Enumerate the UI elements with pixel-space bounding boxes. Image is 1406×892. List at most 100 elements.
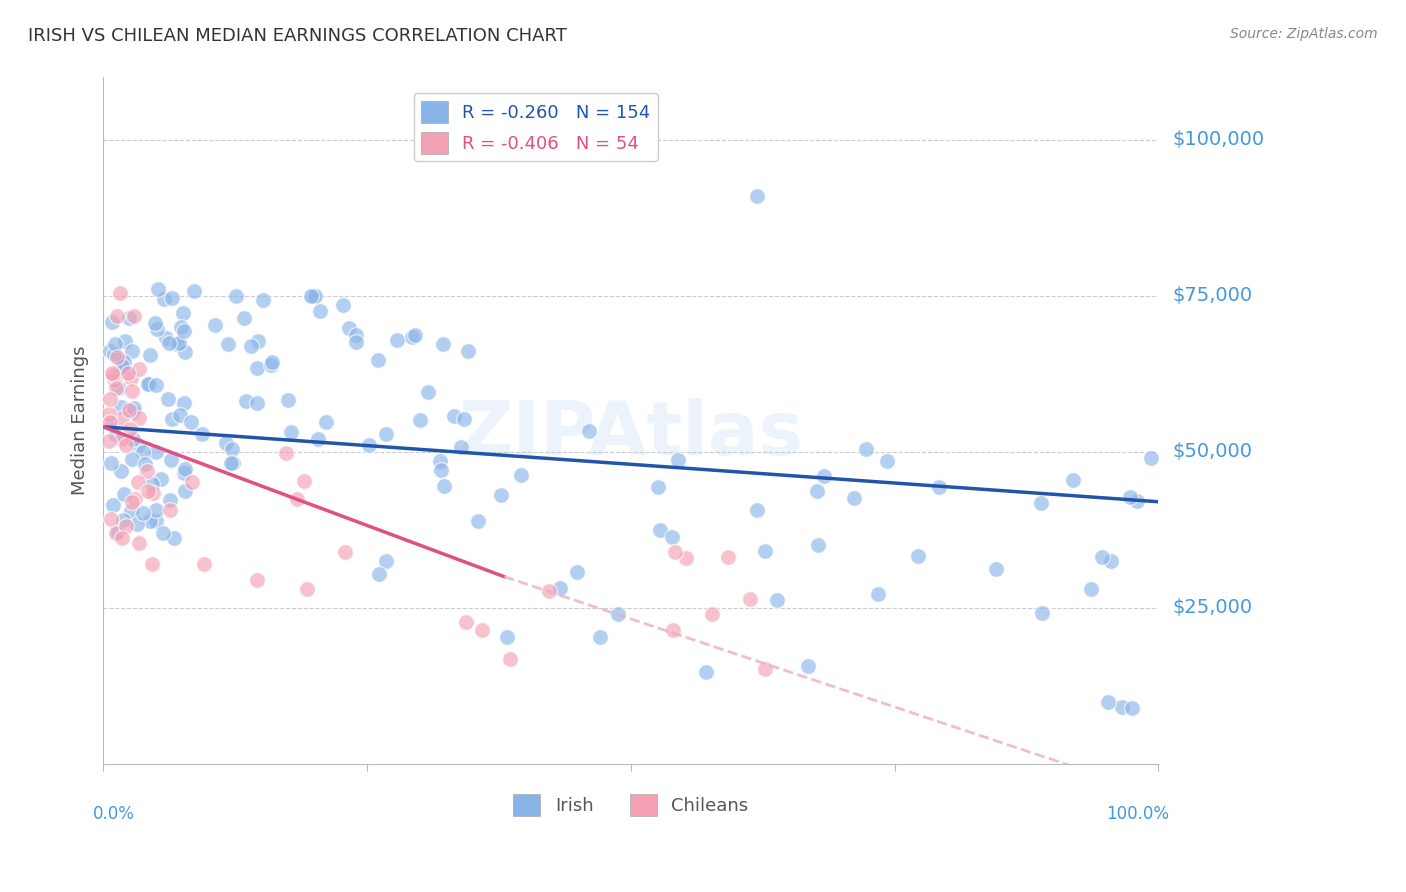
- Point: [1118, 490, 1140, 504]
- Point: [285, 492, 308, 507]
- Point: [876, 453, 898, 467]
- Point: [145, 445, 167, 459]
- Point: [117, 366, 139, 380]
- Legend: Irish, Chileans: Irish, Chileans: [506, 787, 755, 823]
- Point: [143, 316, 166, 330]
- Point: [128, 361, 150, 376]
- Point: [114, 334, 136, 348]
- Point: [346, 335, 368, 350]
- Text: $100,000: $100,000: [1173, 130, 1264, 149]
- Point: [928, 480, 950, 494]
- Point: [115, 519, 138, 533]
- Point: [433, 479, 456, 493]
- Point: [132, 506, 155, 520]
- Point: [136, 377, 159, 392]
- Point: [240, 339, 263, 353]
- Point: [740, 591, 762, 606]
- Point: [159, 453, 181, 467]
- Point: [118, 311, 141, 326]
- Text: IRISH VS CHILEAN MEDIAN EARNINGS CORRELATION CHART: IRISH VS CHILEAN MEDIAN EARNINGS CORRELA…: [28, 27, 567, 45]
- Point: [146, 322, 169, 336]
- Point: [661, 530, 683, 544]
- Y-axis label: Median Earnings: Median Earnings: [72, 346, 89, 495]
- Text: Source: ZipAtlas.com: Source: ZipAtlas.com: [1230, 27, 1378, 41]
- Point: [664, 544, 686, 558]
- Point: [299, 289, 322, 303]
- Point: [648, 524, 671, 538]
- Point: [1029, 496, 1052, 510]
- Point: [375, 427, 398, 442]
- Point: [385, 333, 408, 347]
- Point: [246, 573, 269, 587]
- Point: [131, 445, 153, 459]
- Point: [104, 336, 127, 351]
- Point: [1091, 549, 1114, 564]
- Point: [120, 370, 142, 384]
- Point: [225, 289, 247, 303]
- Point: [111, 360, 134, 375]
- Point: [548, 582, 571, 596]
- Point: [170, 320, 193, 334]
- Point: [112, 487, 135, 501]
- Point: [145, 378, 167, 392]
- Point: [121, 384, 143, 398]
- Point: [122, 401, 145, 415]
- Text: $50,000: $50,000: [1173, 442, 1253, 461]
- Point: [807, 538, 830, 552]
- Point: [141, 557, 163, 571]
- Point: [145, 503, 167, 517]
- Point: [118, 403, 141, 417]
- Point: [160, 291, 183, 305]
- Point: [107, 524, 129, 539]
- Point: [142, 486, 165, 500]
- Point: [105, 309, 128, 323]
- Point: [98, 416, 121, 430]
- Point: [429, 454, 451, 468]
- Point: [128, 536, 150, 550]
- Point: [454, 615, 477, 629]
- Point: [149, 471, 172, 485]
- Point: [136, 483, 159, 498]
- Point: [675, 551, 697, 566]
- Point: [280, 425, 302, 439]
- Point: [1099, 554, 1122, 568]
- Point: [105, 350, 128, 364]
- Point: [418, 384, 440, 399]
- Point: [128, 411, 150, 425]
- Point: [108, 286, 131, 301]
- Point: [813, 469, 835, 483]
- Point: [302, 289, 325, 303]
- Point: [309, 304, 332, 318]
- Point: [193, 557, 215, 571]
- Point: [124, 491, 146, 506]
- Point: [100, 456, 122, 470]
- Point: [606, 607, 628, 622]
- Point: [315, 415, 337, 429]
- Text: $25,000: $25,000: [1173, 599, 1253, 617]
- Point: [172, 306, 194, 320]
- Point: [141, 476, 163, 491]
- Point: [1097, 695, 1119, 709]
- Point: [219, 456, 242, 470]
- Point: [235, 393, 257, 408]
- Point: [430, 462, 453, 476]
- Point: [120, 422, 142, 436]
- Point: [138, 377, 160, 392]
- Point: [796, 659, 818, 673]
- Point: [984, 561, 1007, 575]
- Point: [173, 324, 195, 338]
- Point: [167, 335, 190, 350]
- Point: [97, 434, 120, 449]
- Point: [173, 466, 195, 480]
- Point: [112, 354, 135, 368]
- Point: [717, 550, 740, 565]
- Point: [401, 330, 423, 344]
- Point: [754, 662, 776, 676]
- Point: [367, 353, 389, 368]
- Point: [138, 348, 160, 362]
- Point: [262, 354, 284, 368]
- Point: [111, 359, 134, 373]
- Point: [134, 457, 156, 471]
- Point: [169, 409, 191, 423]
- Point: [1139, 450, 1161, 465]
